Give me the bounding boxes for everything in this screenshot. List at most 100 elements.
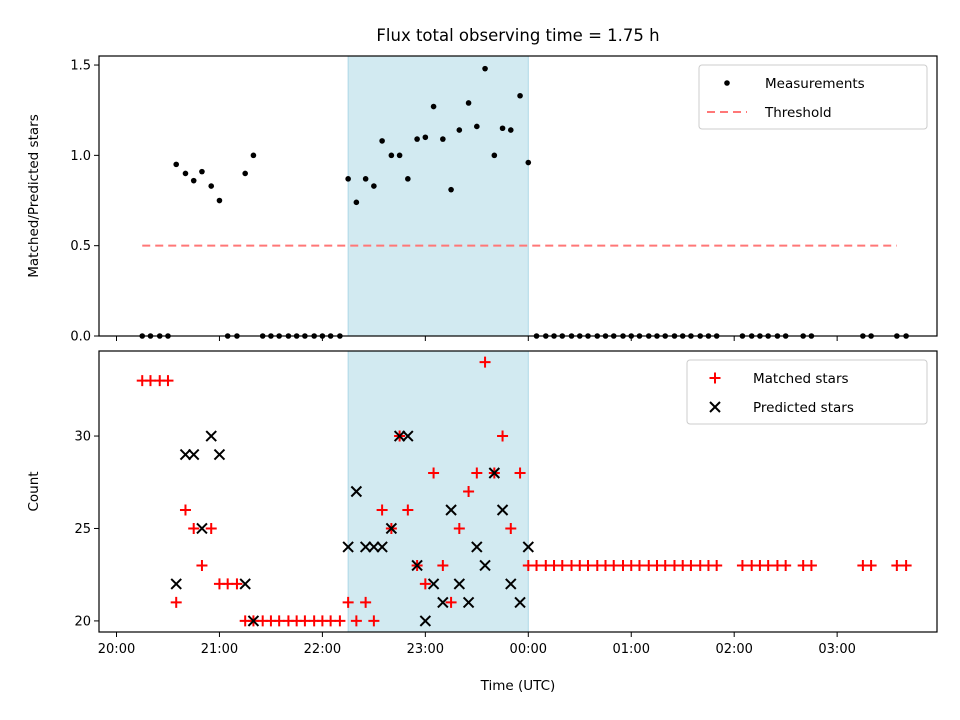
measurement-point <box>474 123 480 130</box>
predicted-star-point <box>522 541 535 553</box>
predicted-star-point <box>437 596 449 609</box>
matched-star-point <box>505 522 517 534</box>
matched-star-point <box>608 559 620 571</box>
matched-star-point <box>497 430 509 442</box>
y-axis-label: Matched/Predicted stars <box>26 114 42 277</box>
predicted-star-point <box>488 467 501 479</box>
predicted-star-point <box>471 541 483 553</box>
matched-star-point <box>865 559 877 571</box>
predicted-star-point <box>419 615 432 627</box>
matched-star-point <box>582 559 594 571</box>
predicted-star-point <box>514 596 526 609</box>
measurement-point <box>430 103 437 110</box>
x-tick-label: 00:00 <box>510 642 547 657</box>
legend-label: Threshold <box>764 105 832 121</box>
predicted-star-point <box>188 448 200 461</box>
predicted-star-point <box>393 430 406 442</box>
predicted-star-point <box>385 522 398 535</box>
matched-star-point <box>685 559 697 571</box>
matched-star-point <box>633 559 645 571</box>
matched-star-point <box>711 559 723 571</box>
matched-star-point <box>334 615 346 627</box>
measurement-point <box>507 127 514 133</box>
matched-star-point <box>891 559 903 571</box>
legend-label: Matched stars <box>753 371 849 387</box>
measurement-point <box>491 152 498 159</box>
matched-star-point <box>445 596 457 608</box>
matched-star-point <box>780 559 792 571</box>
predicted-star-point <box>213 448 226 461</box>
matched-star-point <box>453 522 465 534</box>
legend-marker-plus <box>709 372 721 384</box>
legend-marker-x <box>709 401 721 413</box>
predicted-star-point <box>179 448 192 461</box>
measurement-point <box>422 134 429 141</box>
y-tick-label: 20 <box>74 614 91 629</box>
predicted-star-point <box>359 541 372 553</box>
predicted-star-point <box>427 578 440 590</box>
predicted-star-point <box>170 578 182 590</box>
matched-star-point <box>479 356 491 368</box>
predicted-star-point <box>196 522 208 535</box>
matched-star-point <box>437 559 449 571</box>
y-axis-label: Count <box>26 471 42 511</box>
measurement-point <box>353 199 360 206</box>
measurement-point <box>456 127 463 133</box>
x-tick-label: 03:00 <box>818 642 855 657</box>
predicted-star-point <box>402 430 414 442</box>
measurement-point <box>482 65 488 72</box>
measurement-point <box>448 186 454 193</box>
axes-frame <box>98 55 938 337</box>
measurement-point <box>362 176 369 182</box>
chart-panels: 0.0 0.5 1.0 1.5 Matched/Predicted stars Flux … <box>26 26 938 694</box>
predicted-star-point <box>350 485 363 498</box>
measurement-point <box>242 170 248 177</box>
y-tick-label: 30 <box>74 430 91 445</box>
measurement-point <box>525 159 532 166</box>
observing-window-shade <box>347 350 529 633</box>
matched-star-point <box>231 578 243 590</box>
y-tick-label: 1.5 <box>70 59 91 74</box>
matched-star-point <box>419 578 431 590</box>
predicted-star-point <box>411 559 423 572</box>
matched-star-point <box>514 467 526 479</box>
legend-box <box>698 64 928 130</box>
matched-star-point <box>273 615 285 627</box>
x-tick-label: 01:00 <box>613 642 650 657</box>
measurement-point <box>199 168 205 175</box>
predicted-star-point <box>376 541 388 553</box>
predicted-star-point <box>505 578 517 590</box>
predicted-star-point <box>368 541 380 553</box>
matched-star-point <box>162 375 174 387</box>
matched-star-point <box>376 504 388 516</box>
legend-box <box>686 359 928 425</box>
y-tick-label: 0.0 <box>70 330 91 345</box>
measurement-point <box>190 177 197 184</box>
measurement-point <box>250 152 257 159</box>
measurement-point <box>517 92 523 99</box>
axes-frame <box>98 350 938 633</box>
legend-label: Measurements <box>765 76 865 92</box>
predicted-star-point <box>205 430 217 442</box>
matched-star-point <box>342 596 354 608</box>
predicted-star-point <box>479 559 491 572</box>
predicted-star-point <box>462 596 475 609</box>
matched-star-point <box>144 375 156 387</box>
y-tick-label: 25 <box>74 522 91 537</box>
legend-label: Predicted stars <box>753 400 854 416</box>
measurement-point <box>388 152 395 159</box>
measurement-point <box>182 170 189 177</box>
matched-star-point <box>196 559 208 571</box>
measurement-point <box>440 136 446 142</box>
matched-star-point <box>368 615 380 627</box>
matched-star-point <box>325 615 337 627</box>
predicted-star-point <box>247 615 260 627</box>
y-tick-label: 1.0 <box>70 149 91 164</box>
x-tick-label: 21:00 <box>201 642 238 657</box>
matched-star-point <box>360 596 372 608</box>
measurement-point <box>173 161 180 168</box>
matched-star-point <box>805 559 817 571</box>
measurement-point <box>216 197 223 204</box>
measurement-point <box>345 176 351 182</box>
predicted-star-point <box>445 504 457 516</box>
